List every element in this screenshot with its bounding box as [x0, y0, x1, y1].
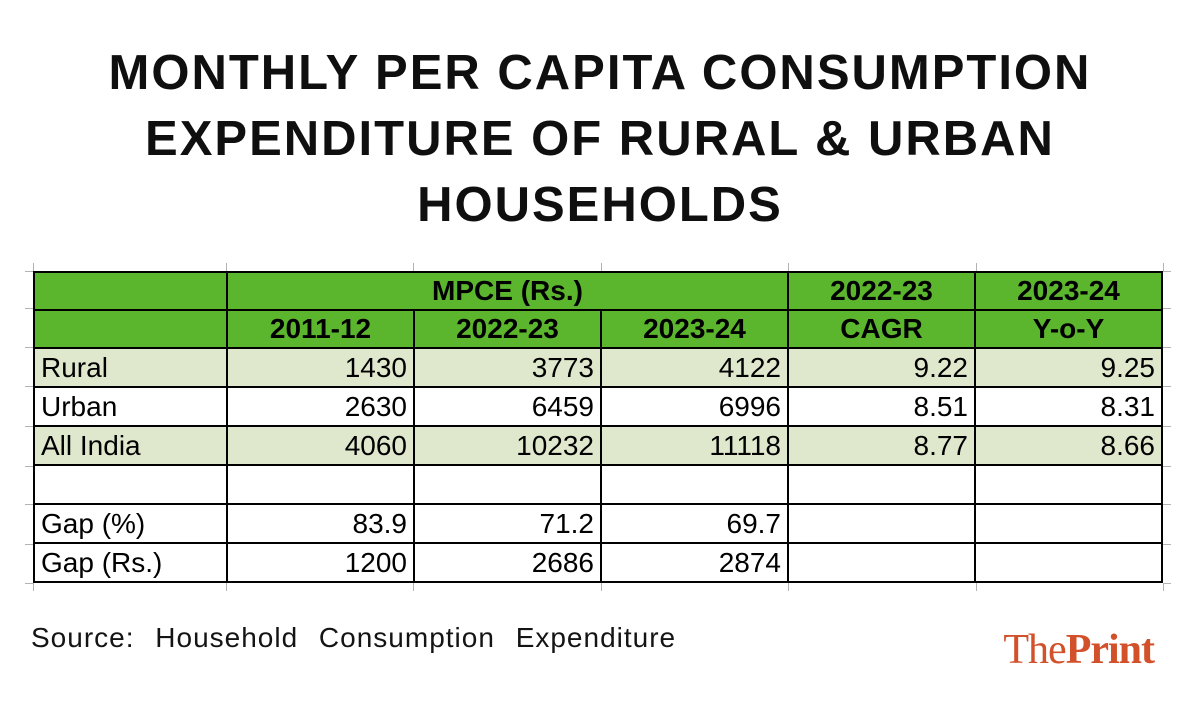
value-cell: [600, 464, 789, 505]
corner-empty-cell: [33, 271, 228, 311]
gridline-stub: [1163, 308, 1171, 309]
value-cell: 8.31: [974, 386, 1163, 427]
year-2022-23-header-cell: 2022-23: [413, 309, 602, 349]
gridline-stub: [25, 504, 33, 505]
gridline-stub: [1163, 271, 1171, 272]
value-cell: [787, 542, 976, 583]
row-label-cell: All India: [33, 425, 228, 466]
theprint-logo: ThePrint: [1003, 626, 1155, 674]
gridline-stub: [25, 544, 33, 545]
gridline-stub: [1163, 544, 1171, 545]
value-cell: 8.51: [787, 386, 976, 427]
gridline-stub: [226, 583, 227, 591]
cagr-year-header-cell: 2022-23: [787, 271, 976, 311]
gridline-stub: [788, 583, 789, 591]
gridline-stub: [976, 583, 977, 591]
gridline-stub: [25, 347, 33, 348]
row-label-cell: Urban: [33, 386, 228, 427]
value-cell: 8.77: [787, 425, 976, 466]
table-row-gap-rupees: Gap (Rs.) 1200 2686 2874: [33, 542, 1163, 583]
gridline-stub: [25, 308, 33, 309]
value-cell: 2630: [226, 386, 415, 427]
row-label-cell: Gap (Rs.): [33, 542, 228, 583]
cagr-header-cell: CAGR: [787, 309, 976, 349]
header-year-row: 2011-12 2022-23 2023-24 CAGR Y-o-Y: [33, 309, 1163, 349]
yoy-header-cell: Y-o-Y: [974, 309, 1163, 349]
value-cell: [974, 503, 1163, 544]
value-cell: 9.22: [787, 347, 976, 388]
gridline-stub: [413, 583, 414, 591]
gridline-stub: [601, 583, 602, 591]
title-line-2: EXPENDITURE OF RURAL & URBAN: [145, 112, 1055, 166]
table-row-urban: Urban 2630 6459 6996 8.51 8.31: [33, 386, 1163, 427]
value-cell: 6459: [413, 386, 602, 427]
header-group-row: MPCE (Rs.) 2022-23 2023-24: [33, 271, 1163, 311]
gridline-stub: [25, 426, 33, 427]
value-cell: 6996: [600, 386, 789, 427]
table-row-spacer: [33, 464, 1163, 505]
value-cell: [787, 503, 976, 544]
corner-empty-cell-2: [33, 309, 228, 349]
table-row-all-india: All India 4060 10232 11118 8.77 8.66: [33, 425, 1163, 466]
value-cell: 71.2: [413, 503, 602, 544]
table-row-gap-percent: Gap (%) 83.9 71.2 69.7: [33, 503, 1163, 544]
value-cell: [787, 464, 976, 505]
gridline-stub: [25, 386, 33, 387]
gridline-stub: [226, 263, 227, 271]
value-cell: 69.7: [600, 503, 789, 544]
row-label-cell: Gap (%): [33, 503, 228, 544]
value-cell: [226, 464, 415, 505]
gridline-stub: [601, 263, 602, 271]
yoy-year-header-cell: 2023-24: [974, 271, 1163, 311]
value-cell: 83.9: [226, 503, 415, 544]
gridline-stub: [25, 583, 33, 584]
gridline-stub: [1163, 386, 1171, 387]
gridline-stub: [25, 271, 33, 272]
title-line-3: HOUSEHOLDS: [417, 178, 783, 232]
year-2023-24-header-cell: 2023-24: [600, 309, 789, 349]
value-cell: [413, 464, 602, 505]
value-cell: [974, 542, 1163, 583]
gridline-stub: [1163, 466, 1171, 467]
gridline-stub: [33, 263, 34, 271]
value-cell: 2874: [600, 542, 789, 583]
logo-print-text: Print: [1065, 627, 1155, 673]
value-cell: 10232: [413, 425, 602, 466]
source-caption: Source: Household Consumption Expenditur…: [31, 622, 677, 653]
value-cell: [974, 464, 1163, 505]
chart-title: MONTHLY PER CAPITA CONSUMPTION EXPENDITU…: [0, 40, 1200, 238]
gridline-stub: [1163, 426, 1171, 427]
value-cell: 9.25: [974, 347, 1163, 388]
value-cell: 2686: [413, 542, 602, 583]
value-cell: 4122: [600, 347, 789, 388]
mpce-group-header-cell: MPCE (Rs.): [226, 271, 789, 311]
gridline-stub: [25, 466, 33, 467]
value-cell: 11118: [600, 425, 789, 466]
gridline-stub: [1163, 347, 1171, 348]
gridline-stub: [976, 263, 977, 271]
value-cell: 4060: [226, 425, 415, 466]
gridline-stub: [33, 583, 34, 591]
gridline-stub: [1163, 504, 1171, 505]
row-label-cell: Rural: [33, 347, 228, 388]
mpce-table: MPCE (Rs.) 2022-23 2023-24 2011-12 2022-…: [33, 271, 1163, 583]
gridline-stub: [1163, 263, 1164, 271]
title-line-1: MONTHLY PER CAPITA CONSUMPTION: [108, 46, 1092, 100]
gridline-stub: [1163, 583, 1171, 584]
gridline-stub: [788, 263, 789, 271]
gridline-stub: [413, 263, 414, 271]
row-label-cell: [33, 464, 228, 505]
year-2011-12-header-cell: 2011-12: [226, 309, 415, 349]
value-cell: 1200: [226, 542, 415, 583]
table-row-rural: Rural 1430 3773 4122 9.22 9.25: [33, 347, 1163, 388]
value-cell: 1430: [226, 347, 415, 388]
value-cell: 3773: [413, 347, 602, 388]
logo-the-text: The: [1003, 627, 1066, 673]
value-cell: 8.66: [974, 425, 1163, 466]
gridline-stub: [1163, 583, 1164, 591]
